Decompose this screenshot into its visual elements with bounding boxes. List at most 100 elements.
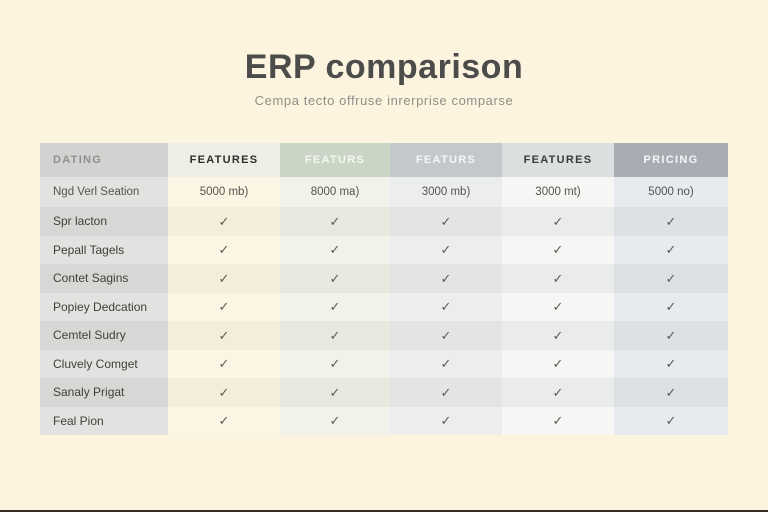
check-icon: ✓ [218,327,230,343]
check-icon: ✓ [440,299,452,315]
check-cell: ✓ [168,207,280,236]
check-icon: ✓ [329,299,341,315]
size-value-cell: 5000 no) [614,177,728,207]
column-header-features-3: FEATURS [390,143,502,177]
check-cell: ✓ [390,321,502,350]
check-cell: ✓ [614,406,728,435]
table-row: Feal Pion ✓ ✓ ✓ ✓ ✓ [40,406,728,435]
table-row: Cluvely Comget ✓ ✓ ✓ ✓ ✓ [40,349,728,378]
check-icon: ✓ [329,213,341,229]
check-icon: ✓ [218,270,230,286]
check-cell: ✓ [390,349,502,378]
check-icon: ✓ [665,242,677,258]
check-icon: ✓ [218,413,230,429]
check-icon: ✓ [440,384,452,400]
row-label: Contet Sagins [40,264,168,293]
check-cell: ✓ [168,235,280,264]
check-icon: ✓ [218,384,230,400]
check-icon: ✓ [665,299,677,315]
table-row: Sanaly Prigat ✓ ✓ ✓ ✓ ✓ [40,378,728,407]
check-cell: ✓ [614,292,728,321]
check-icon: ✓ [552,327,564,343]
check-icon: ✓ [665,413,677,429]
check-cell: ✓ [502,406,614,435]
check-icon: ✓ [552,384,564,400]
check-cell: ✓ [502,207,614,236]
row-label: Cemtel Sudry [40,321,168,350]
check-cell: ✓ [280,378,390,407]
check-cell: ✓ [502,292,614,321]
row-label: Popiey Dedcation [40,292,168,321]
check-cell: ✓ [390,406,502,435]
column-header-dating: DATING [40,143,168,177]
column-header-features-4: FEATURES [502,143,614,177]
check-cell: ✓ [390,207,502,236]
table-row: Cemtel Sudry ✓ ✓ ✓ ✓ ✓ [40,321,728,350]
check-icon: ✓ [665,327,677,343]
check-icon: ✓ [218,299,230,315]
check-icon: ✓ [329,270,341,286]
check-icon: ✓ [552,356,564,372]
size-value-cell: 5000 mb) [168,177,280,207]
check-cell: ✓ [280,207,390,236]
check-cell: ✓ [614,264,728,293]
check-cell: ✓ [614,378,728,407]
size-value-cell: 8000 ma) [280,177,390,207]
check-cell: ✓ [390,235,502,264]
page-subtitle: Cempa tecto offruse inrerprise comparse [254,93,514,108]
bottom-edge-line [0,510,768,512]
check-cell: ✓ [280,349,390,378]
check-cell: ✓ [168,321,280,350]
check-icon: ✓ [552,242,564,258]
check-icon: ✓ [440,356,452,372]
check-cell: ✓ [390,378,502,407]
check-icon: ✓ [440,242,452,258]
column-header-features-1: FEATURES [168,143,280,177]
check-cell: ✓ [502,321,614,350]
row-label: Spr lacton [40,207,168,236]
size-value-cell: 3000 mt) [502,177,614,207]
table-row: Pepall Tagels ✓ ✓ ✓ ✓ ✓ [40,235,728,264]
check-cell: ✓ [280,406,390,435]
check-icon: ✓ [218,242,230,258]
row-label: Feal Pion [40,406,168,435]
check-cell: ✓ [168,378,280,407]
page-title: ERP comparison [244,48,524,86]
column-header-pricing: PRICING [614,143,728,177]
check-cell: ✓ [614,321,728,350]
check-icon: ✓ [329,356,341,372]
row-label: Pepall Tagels [40,235,168,264]
check-icon: ✓ [218,213,230,229]
size-value-cell: 3000 mb) [390,177,502,207]
check-icon: ✓ [665,356,677,372]
table-row: Popiey Dedcation ✓ ✓ ✓ ✓ ✓ [40,292,728,321]
check-cell: ✓ [168,292,280,321]
check-cell: ✓ [280,292,390,321]
check-cell: ✓ [390,264,502,293]
check-cell: ✓ [168,264,280,293]
check-cell: ✓ [614,235,728,264]
table-row: Ngd Verl Seation 5000 mb) 8000 ma) 3000 mb)… [40,177,728,207]
check-icon: ✓ [665,270,677,286]
check-cell: ✓ [280,264,390,293]
check-icon: ✓ [440,413,452,429]
check-cell: ✓ [614,207,728,236]
check-cell: ✓ [280,235,390,264]
column-header-features-2: FEATURS [280,143,390,177]
check-cell: ✓ [502,349,614,378]
row-label: Cluvely Comget [40,349,168,378]
check-cell: ✓ [502,378,614,407]
check-cell: ✓ [168,349,280,378]
check-icon: ✓ [552,413,564,429]
check-icon: ✓ [665,213,677,229]
check-icon: ✓ [329,327,341,343]
check-icon: ✓ [440,270,452,286]
check-cell: ✓ [502,235,614,264]
page-header: ERP comparison Cempa tecto offruse inrer… [0,48,768,108]
check-icon: ✓ [665,384,677,400]
check-icon: ✓ [440,327,452,343]
check-cell: ✓ [168,406,280,435]
check-icon: ✓ [329,384,341,400]
check-icon: ✓ [329,413,341,429]
check-icon: ✓ [218,356,230,372]
